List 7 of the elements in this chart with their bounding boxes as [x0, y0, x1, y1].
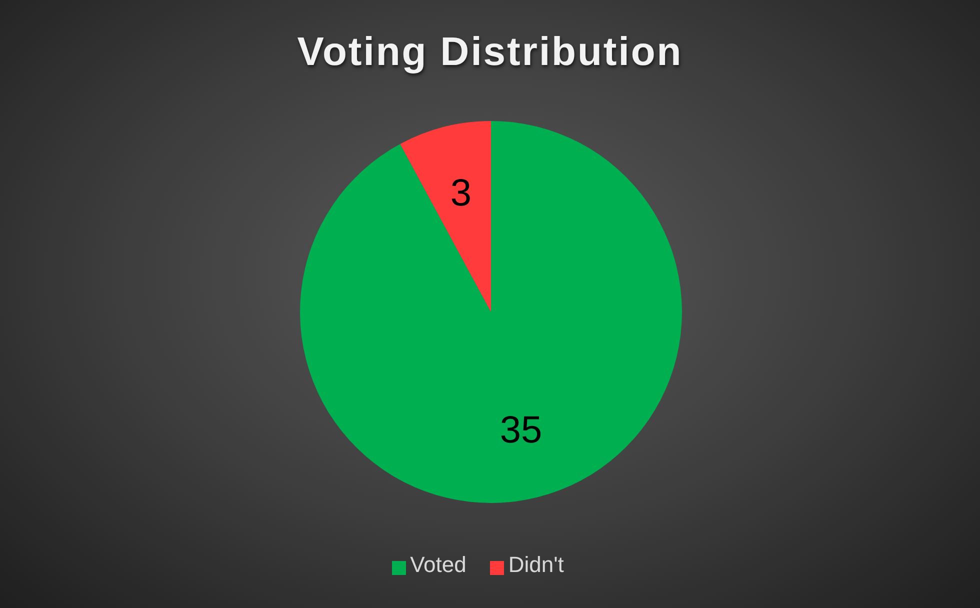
data-label: 35: [500, 410, 542, 452]
data-label: 3: [450, 172, 472, 214]
chart-title: Voting Distribution: [296, 30, 684, 75]
legend-label: Voted: [410, 552, 466, 577]
pie-slice: [400, 121, 491, 312]
pie-slice: [300, 121, 682, 503]
legend-label: Didn't: [508, 552, 564, 577]
